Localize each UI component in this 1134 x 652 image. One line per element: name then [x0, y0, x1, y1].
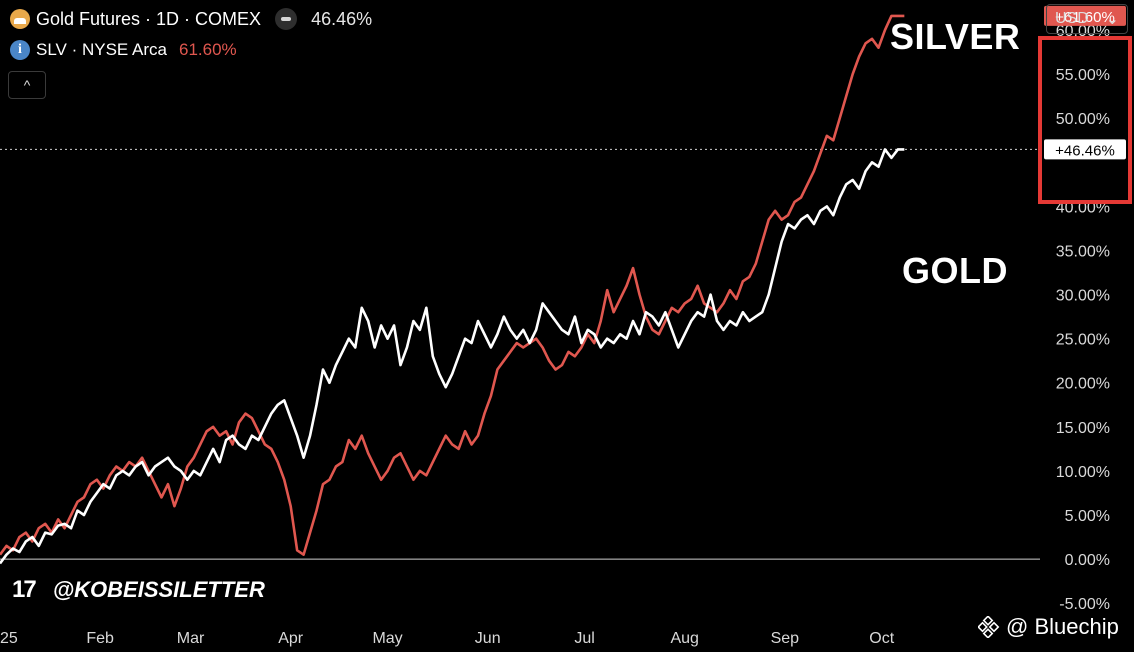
- legend-silver-value: 61.60%: [179, 40, 237, 59]
- highlight-box: [1038, 36, 1132, 204]
- x-tick-label: Sep: [771, 630, 800, 647]
- chevron-down-icon: ⌄: [1105, 11, 1119, 28]
- series-line: [0, 148, 905, 565]
- last-value-label: +46.46%: [1055, 142, 1115, 159]
- x-tick-label: 25: [0, 630, 18, 647]
- x-tick-label: Aug: [670, 630, 698, 647]
- watermark: 17 @KOBEISSILETTER: [12, 576, 265, 604]
- series-lines: [0, 14, 905, 565]
- x-tick-label: Jul: [574, 630, 594, 647]
- gold-logo-icon: [10, 9, 30, 29]
- last-value-tag: [1044, 139, 1126, 160]
- x-tick-label: Apr: [278, 630, 304, 647]
- y-tick-label: 15.00%: [1056, 420, 1110, 437]
- currency-select[interactable]: USD ⌄: [1046, 4, 1128, 34]
- y-tick-label: 35.00%: [1056, 243, 1110, 260]
- y-tick-label: -5.00%: [1059, 596, 1110, 613]
- series-line: [0, 14, 905, 556]
- x-tick-label: Jun: [475, 630, 501, 647]
- legend-silver[interactable]: i SLV · NYSE Arca 61.60%: [10, 40, 237, 60]
- y-tick-label: 55.00%: [1056, 67, 1110, 84]
- legend-gold-name: Gold Futures · 1D · COMEX: [36, 8, 262, 29]
- y-tick-label: 5.00%: [1065, 508, 1110, 525]
- tradingview-logo-icon: 17: [12, 576, 37, 603]
- x-axis-ticks: 25 Feb Mar Apr May Jun Jul Aug Sep Oct: [0, 630, 895, 647]
- info-icon[interactable]: i: [10, 40, 30, 60]
- y-tick-label: 0.00%: [1065, 552, 1110, 569]
- collapse-legend-button[interactable]: ^: [8, 71, 46, 99]
- currency-value: USD: [1055, 10, 1089, 27]
- x-tick-label: Feb: [86, 630, 114, 647]
- watermark-handle: @KOBEISSILETTER: [52, 577, 265, 602]
- diamond-logo-icon: [978, 616, 1000, 638]
- y-tick-label: 25.00%: [1056, 332, 1110, 349]
- silver-annotation: SILVER: [890, 16, 1021, 57]
- visibility-toggle-icon[interactable]: [275, 8, 298, 30]
- x-tick-label: May: [372, 630, 402, 647]
- last-value-tag: [1044, 5, 1126, 26]
- y-axis-ticks: -5.00% 0.00% 5.00% 10.00% 15.00% 20.00% 25.00%…: [1056, 23, 1110, 613]
- legend-silver-name: SLV · NYSE Arca: [36, 40, 168, 59]
- y-tick-label: 20.00%: [1056, 376, 1110, 393]
- gold-annotation: GOLD: [902, 250, 1008, 291]
- last-value-label: +61.60%: [1055, 9, 1115, 26]
- brand-name: @ Bluechip: [1006, 614, 1119, 639]
- legend-gold[interactable]: Gold Futures · 1D · COMEX 46.46%: [10, 8, 372, 30]
- x-tick-label: Oct: [869, 630, 894, 647]
- y-tick-label: 10.00%: [1056, 464, 1110, 481]
- y-tick-label: 30.00%: [1056, 288, 1110, 305]
- legend-gold-value: 46.46%: [311, 8, 373, 29]
- y-tick-label: 50.00%: [1056, 111, 1110, 128]
- brand-watermark: @ Bluechip: [978, 614, 1119, 640]
- value-tags: +61.60% +46.46%: [1044, 5, 1126, 160]
- y-tick-label: 60.00%: [1056, 23, 1110, 40]
- x-tick-label: Mar: [177, 630, 205, 647]
